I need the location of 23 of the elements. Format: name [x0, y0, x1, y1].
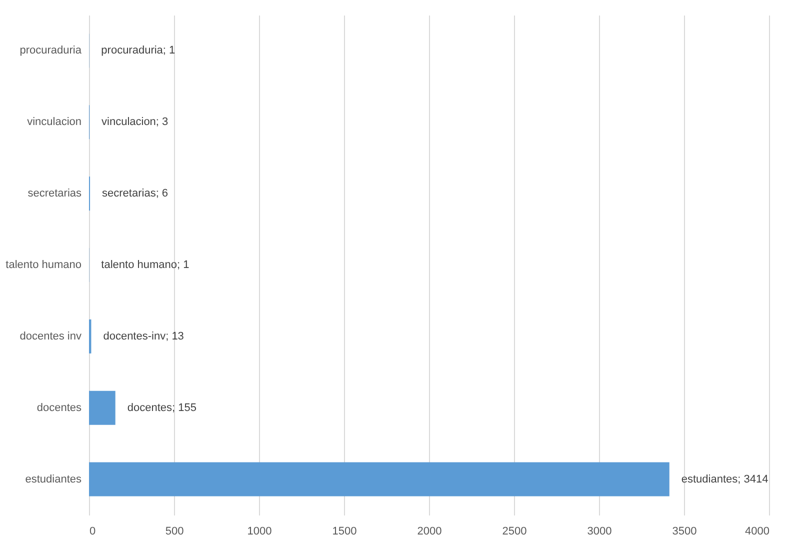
x-tick-label: 4000 — [745, 526, 770, 538]
y-tick-label: docentes — [36, 402, 82, 414]
x-tick-label: 2000 — [417, 526, 442, 538]
data-label: estudiantes; 3414 — [681, 473, 768, 486]
y-tick-label: estudiantes — [25, 473, 82, 486]
data-label: secretarias; 6 — [102, 188, 168, 200]
y-tick-label: procuraduria — [20, 44, 82, 57]
x-tick-label: 3000 — [587, 526, 612, 538]
x-tick-label: 3500 — [672, 526, 697, 538]
data-label: procuraduria; 1 — [101, 44, 176, 57]
x-tick-label: 1000 — [247, 526, 272, 538]
x-tick-label: 500 — [165, 526, 184, 538]
data-label: talento humano; 1 — [101, 259, 190, 271]
data-label: vinculacion; 3 — [102, 116, 168, 128]
data-label: docentes; 155 — [127, 402, 196, 414]
y-tick-label: secretarias — [28, 188, 82, 200]
y-tick-label: vinculacion — [27, 116, 82, 128]
x-tick-label: 1500 — [332, 526, 357, 538]
x-tick-label: 0 — [90, 526, 96, 538]
data-label: docentes-inv; 13 — [103, 330, 184, 342]
y-tick-label: docentes inv — [20, 330, 82, 342]
x-tick-label: 2500 — [502, 526, 527, 538]
y-tick-label: talento humano — [6, 259, 82, 271]
